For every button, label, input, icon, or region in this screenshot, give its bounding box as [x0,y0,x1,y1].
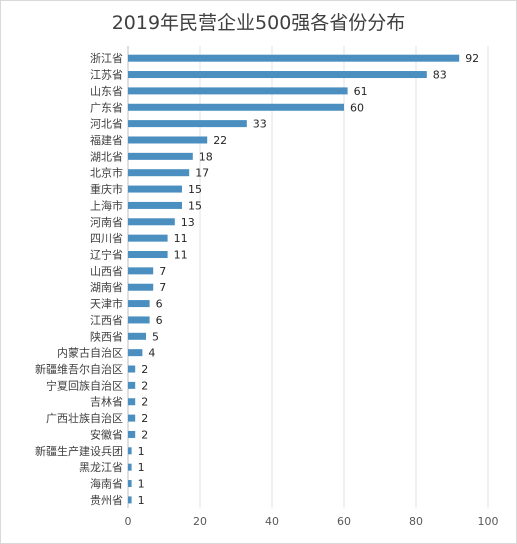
bar [128,218,175,226]
bar [128,152,193,160]
gridlines [127,46,489,509]
category-label: 新疆维吾尔自治区 [35,362,123,376]
x-tick-label: 60 [337,515,351,528]
bar [128,169,190,177]
category-label: 江西省 [90,314,123,327]
value-label: 2 [141,379,148,392]
category-label: 内蒙古自治区 [57,346,123,360]
value-label: 2 [141,412,148,425]
category-label: 湖北省 [90,150,123,163]
value-label: 11 [174,249,188,262]
category-label: 上海市 [90,198,123,212]
category-label: 广东省 [90,101,123,114]
value-label: 11 [174,232,188,245]
category-label: 四川省 [90,232,123,245]
bar [128,136,208,144]
chart-title: 2019年民营企业500强各省份分布 [111,12,406,34]
x-tick-label: 40 [265,515,279,528]
bar [128,120,247,128]
bar [128,414,136,422]
bar [128,447,132,455]
value-label: 7 [159,265,166,278]
bar [128,381,136,389]
category-label: 北京市 [90,166,123,180]
category-label: 贵州省 [90,494,123,507]
category-label: 河南省 [90,216,123,229]
x-tick-label: 0 [125,515,132,528]
category-label: 重庆市 [90,182,123,196]
category-label: 山西省 [90,265,123,278]
bar [128,316,150,324]
bar [128,430,136,438]
category-label: 安徽省 [90,427,123,441]
bar [128,185,182,193]
value-label: 83 [433,69,447,82]
value-label: 1 [138,478,145,491]
category-label: 宁夏回族自治区 [46,378,123,392]
bar [128,234,168,242]
bar [128,71,427,79]
category-label: 吉林省 [90,395,123,409]
bar [128,251,168,258]
bar [128,54,460,62]
value-label: 1 [138,494,145,507]
bar [128,87,348,95]
value-label: 92 [465,52,479,65]
value-label: 18 [199,150,213,163]
value-label: 17 [195,167,209,180]
bar [128,480,132,488]
x-tick-label: 80 [409,515,423,528]
value-label: 1 [138,445,145,458]
value-label: 60 [350,101,364,114]
category-label: 山东省 [90,85,123,98]
category-label: 广西壮族自治区 [46,411,123,425]
category-label: 湖南省 [90,281,123,294]
category-label: 陕西省 [90,329,123,343]
value-label: 2 [141,363,148,376]
value-label: 33 [253,118,267,131]
category-label: 福建省 [90,133,123,147]
value-label: 5 [152,330,159,343]
category-label: 江苏省 [90,69,123,82]
value-label: 15 [188,183,202,196]
value-label: 1 [138,461,145,474]
value-label: 6 [156,298,163,311]
value-label: 22 [213,134,227,147]
bar [128,201,182,209]
x-tick-label: 100 [478,515,499,528]
category-label: 新疆生产建设兵团 [35,444,123,458]
bars [128,54,460,504]
bar [128,496,132,504]
bar [128,463,132,471]
category-label: 海南省 [90,477,123,491]
bar [128,398,136,406]
value-label: 4 [148,347,155,360]
bar [128,349,143,357]
bar [128,103,344,111]
value-label: 13 [181,216,195,229]
bar [128,267,154,275]
bar [128,300,150,308]
x-tick-label: 20 [193,515,207,528]
value-label: 61 [354,85,368,98]
category-label: 浙江省 [90,52,123,65]
category-label: 天津市 [90,297,123,311]
value-label: 15 [188,199,202,212]
bar [128,332,146,340]
value-label: 7 [159,281,166,294]
value-label: 6 [156,314,163,327]
value-label: 2 [141,428,148,441]
category-label: 河北省 [90,118,123,131]
bar [128,365,136,373]
category-label: 黑龙江省 [79,461,123,474]
bar [128,283,154,291]
category-label: 辽宁省 [90,248,123,262]
value-label: 2 [141,396,148,409]
